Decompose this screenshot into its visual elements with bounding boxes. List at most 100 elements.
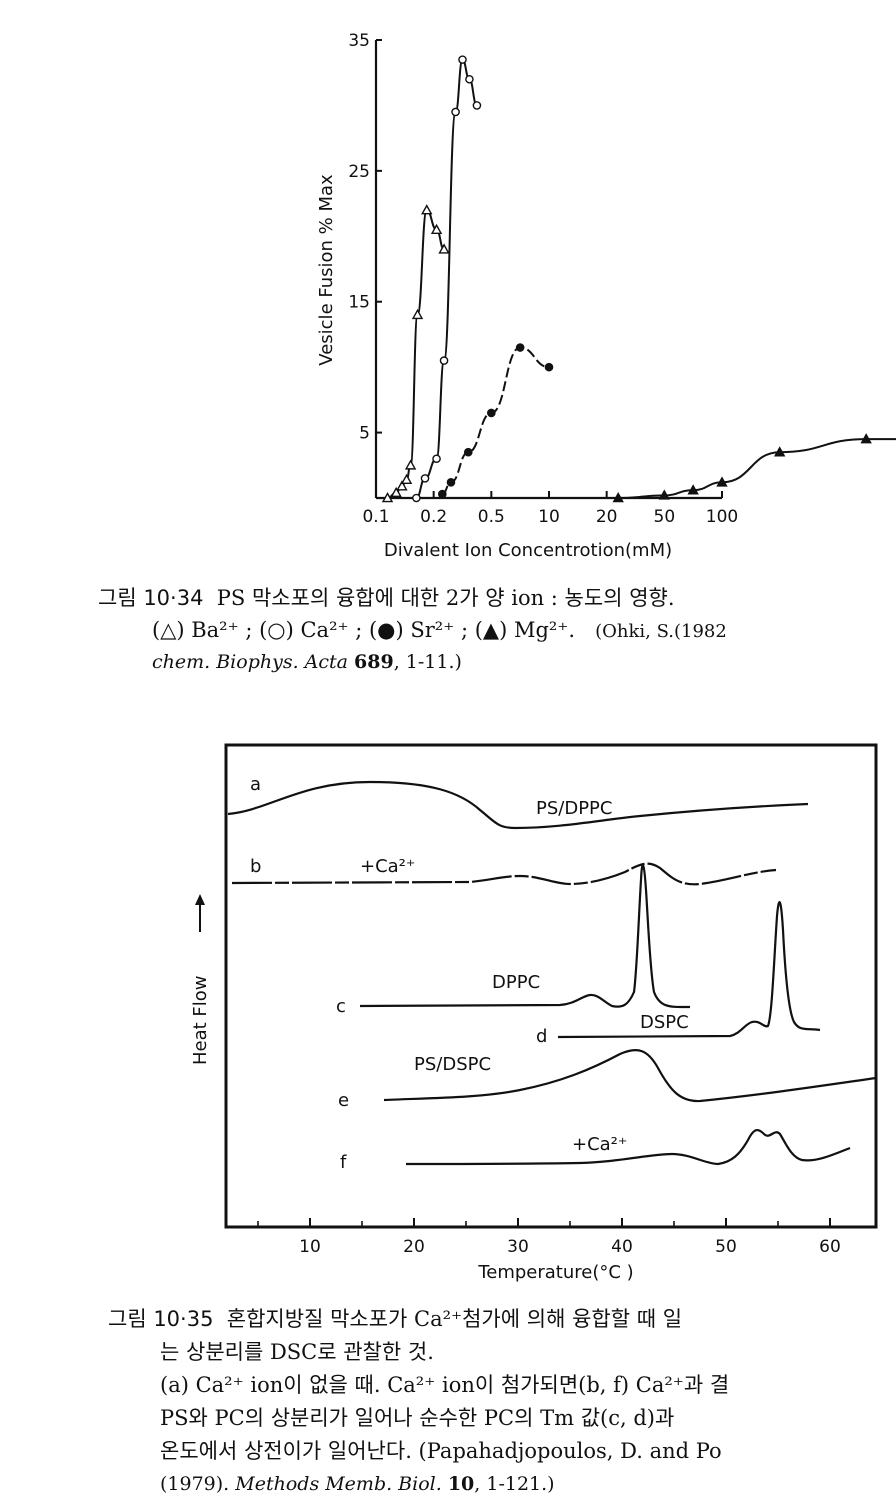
- data-point-2: [463, 447, 473, 457]
- data-point-1: [412, 493, 421, 503]
- figure-2-caption-line-6: (1979). Methods Memb. Biol. 10, 1-121.): [160, 1470, 555, 1499]
- data-point-0: [421, 204, 433, 215]
- x-tick-label: 50: [715, 1237, 737, 1257]
- data-point-3: [773, 446, 786, 457]
- curve-e-letter: e: [338, 1090, 349, 1111]
- figure-2-caption-text-1: 혼합지방질 막소포가 Ca²⁺첨가에 의해 융합할 때 일: [226, 1307, 683, 1331]
- figure-1-journal: chem. Biophys. Acta: [152, 651, 355, 673]
- figure-2-caption-text-3: (a) Ca²⁺ ion이 없을 때. Ca²⁺ ion이 첨가되면(b, f)…: [160, 1373, 730, 1397]
- figure-1-caption-line-3: chem. Biophys. Acta 689, 1-11.): [152, 648, 462, 677]
- data-point-3: [860, 433, 872, 444]
- series-line-1: [415, 58, 478, 499]
- data-point-0: [411, 308, 424, 320]
- data-point-3: [687, 484, 699, 495]
- x-tick-label: 0.1: [362, 507, 389, 527]
- y-tick-label: 5: [359, 424, 370, 444]
- curve-c-label: DPPC: [492, 972, 540, 993]
- figure-1-citation: (Ohki, S.(1982: [595, 621, 727, 642]
- data-point-2: [515, 343, 525, 352]
- figure-1-fusion-chart: 5 15 25 35 0.1 0.2 0.5 10 20 50 100 Vesicle Fusion…: [316, 31, 896, 561]
- curve-d-letter: d: [536, 1026, 547, 1047]
- curve-b-label: +Ca²⁺: [360, 856, 415, 877]
- figure-2-caption-text-5: 온도에서 상전이가 일어난다. (Papahadjopoulos, D. and…: [160, 1439, 722, 1463]
- figure-1-pages: , 1-11.): [393, 651, 462, 673]
- x-axis-ticks: 10 20 30 40 50 60: [257, 1218, 841, 1257]
- data-point-0: [396, 480, 408, 491]
- figure-1-volume: 689: [354, 651, 394, 673]
- data-point-1: [458, 55, 467, 64]
- figure-2-caption-line-3: (a) Ca²⁺ ion이 없을 때. Ca²⁺ ion이 첨가되면(b, f)…: [160, 1371, 729, 1400]
- curve-b: [231, 862, 777, 886]
- data-point-3: [658, 489, 671, 500]
- y-axis-label: Vesicle Fusion % Max: [316, 174, 337, 366]
- curve-d-label: DSPC: [640, 1012, 689, 1033]
- data-point-0: [404, 459, 417, 470]
- curve-c: [359, 864, 691, 1009]
- data-point-0: [381, 492, 394, 503]
- x-axis-label: Temperature(°C ): [477, 1262, 633, 1283]
- curve-e: [383, 1049, 877, 1103]
- data-point-1: [472, 101, 482, 110]
- curve-a-letter: a: [250, 774, 261, 795]
- data-point-2: [544, 362, 554, 372]
- figure-2-year: (1979).: [160, 1473, 236, 1495]
- curve-a: [227, 780, 809, 830]
- data-point-1: [439, 356, 449, 365]
- figure-2-caption-line-5: 온도에서 상전이가 일어난다. (Papahadjopoulos, D. and…: [160, 1437, 722, 1466]
- x-tick-label: 40: [611, 1237, 633, 1257]
- curve-a-label: PS/DPPC: [536, 798, 612, 819]
- series-line-3: [618, 438, 896, 499]
- figure-2-caption-text-2: 는 상분리를 DSC로 관찰한 것.: [160, 1340, 434, 1364]
- data-point-2: [487, 408, 496, 418]
- curve-c-letter: c: [336, 996, 346, 1017]
- series-line-2: [441, 346, 550, 496]
- x-axis-label: Divalent Ion Concentrotion(mM): [384, 540, 672, 561]
- y-axis-label-group: Heat Flow: [190, 894, 211, 1065]
- data-point-2: [446, 477, 456, 487]
- x-tick-label: 50: [654, 507, 676, 527]
- x-tick-label: 20: [403, 1237, 425, 1257]
- chart-axes: 5 15 25 35 0.1 0.2 0.5 10 20 50 100: [348, 31, 738, 527]
- figure-1-caption-line-1: 그림 10·34 PS 막소포의 융합에 대한 2가 양 ion : 농도의 영…: [98, 584, 675, 613]
- y-tick-label: 35: [348, 31, 370, 51]
- curve-d: [557, 901, 821, 1039]
- x-tick-label: 0.5: [478, 507, 505, 527]
- figure-2-caption-text-4: PS와 PC의 상분리가 일어나 순수한 PC의 Tm 값(c, d)과: [160, 1406, 675, 1430]
- figure-2-caption-line-4: PS와 PC의 상분리가 일어나 순수한 PC의 Tm 값(c, d)과: [160, 1404, 674, 1433]
- figure-1-caption-text: PS 막소포의 융합에 대한 2가 양 ion : 농도의 영향.: [216, 586, 675, 610]
- plot-frame: [224, 743, 878, 1229]
- curve-f-letter: f: [340, 1152, 347, 1173]
- data-point-3: [612, 492, 624, 503]
- curve-b-letter: b: [250, 856, 261, 877]
- figure-2-caption-label: 그림 10·35: [108, 1307, 214, 1331]
- figure-2-journal: Methods Memb. Biol.: [235, 1473, 448, 1495]
- figure-2-dsc-chart: 10 20 30 40 50 60 Heat Flow a b c d e f PS/DP…: [190, 743, 878, 1283]
- figure-2-caption-line-2: 는 상분리를 DSC로 관찰한 것.: [160, 1338, 434, 1367]
- data-point-1: [451, 107, 460, 117]
- data-point-2: [438, 489, 447, 499]
- figure-2-pages: , 1-121.): [474, 1473, 555, 1495]
- x-tick-label: 20: [596, 507, 618, 527]
- figure-1-caption-label: 그림 10·34: [98, 586, 204, 610]
- data-point-0: [430, 223, 443, 235]
- data-point-3: [716, 476, 728, 487]
- figure-1-legend-text: (△) Ba²⁺ ; (○) Ca²⁺ ; (●) Sr²⁺ ; (▲) Mg²…: [152, 618, 576, 642]
- curve-f-label: +Ca²⁺: [572, 1134, 627, 1155]
- arrow-head-icon: [195, 894, 205, 905]
- figure-1-caption-line-2: (△) Ba²⁺ ; (○) Ca²⁺ ; (●) Sr²⁺ ; (▲) Mg²…: [152, 616, 727, 646]
- y-axis-label: Heat Flow: [190, 975, 211, 1065]
- x-tick-label: 0.2: [420, 507, 447, 527]
- data-point-1: [432, 454, 441, 464]
- x-tick-label: 30: [507, 1237, 529, 1257]
- x-tick-label: 10: [299, 1237, 321, 1257]
- x-tick-label: 60: [819, 1237, 841, 1257]
- data-point-1: [420, 474, 430, 483]
- curve-e-label: PS/DSPC: [414, 1054, 491, 1075]
- data-point-1: [465, 74, 474, 84]
- data-point-0: [400, 473, 413, 484]
- chart-series-group: [381, 55, 896, 503]
- data-point-0: [438, 243, 450, 254]
- figure-2-caption-line-1: 그림 10·35 혼합지방질 막소포가 Ca²⁺첨가에 의해 융합할 때 일: [108, 1305, 682, 1334]
- x-tick-label: 10: [538, 507, 560, 527]
- y-tick-label: 25: [348, 162, 370, 182]
